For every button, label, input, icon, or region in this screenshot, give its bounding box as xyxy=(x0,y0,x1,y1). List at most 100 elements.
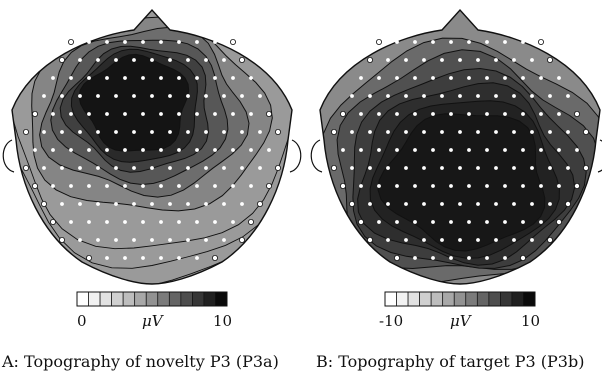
electrode-dot xyxy=(386,130,390,134)
electrode-dot xyxy=(211,254,218,261)
electrode-dot xyxy=(159,184,163,188)
electrode-dot xyxy=(404,238,408,242)
electrode-dot xyxy=(485,184,489,188)
electrode-dot xyxy=(86,254,93,261)
electrode-dot xyxy=(22,164,29,171)
electrode-dot xyxy=(413,112,417,116)
electrode-dot xyxy=(141,148,145,152)
electrode-dot xyxy=(141,220,145,224)
panel-b-scale-unit-label: μV xyxy=(450,312,473,330)
electrode-dot xyxy=(141,184,145,188)
electrode-dot xyxy=(249,76,253,80)
electrode-dot xyxy=(565,200,572,207)
electrode-dot xyxy=(413,220,417,224)
electrode-dot xyxy=(222,166,226,170)
electrode-dot xyxy=(395,148,399,152)
electrode-dot xyxy=(377,148,381,152)
electrode-dot xyxy=(359,148,363,152)
electrode-dot xyxy=(375,39,382,46)
electrode-dot xyxy=(476,130,480,134)
electrode-dot xyxy=(449,184,453,188)
electrode-dot xyxy=(494,202,498,206)
electrode-dot xyxy=(449,220,453,224)
panel-b-caption: B: Topography of target P3 (P3b) xyxy=(316,352,585,371)
electrode-dot xyxy=(431,76,435,80)
electrode-dot xyxy=(195,40,199,44)
electrode-dot xyxy=(114,58,118,62)
electrode-dot xyxy=(195,76,199,80)
electrode-dot xyxy=(494,94,498,98)
electrode-dot xyxy=(213,40,217,44)
panel-b-colorbar xyxy=(384,291,536,307)
electrode-dot xyxy=(141,256,145,260)
electrode-dot xyxy=(105,256,109,260)
electrode-dot xyxy=(32,111,39,118)
electrode-dot xyxy=(440,238,444,242)
electrode-dot xyxy=(404,166,408,170)
electrode-dot xyxy=(467,256,471,260)
electrode-dot xyxy=(520,254,527,261)
electrode-dot xyxy=(377,184,381,188)
electrode-dot xyxy=(574,111,581,118)
electrode-dot xyxy=(485,76,489,80)
electrode-dot xyxy=(249,112,253,116)
electrode-dot xyxy=(159,148,163,152)
electrode-dot xyxy=(222,238,226,242)
electrode-dot xyxy=(132,130,136,134)
electrode-dot xyxy=(503,256,507,260)
electrode-dot xyxy=(494,130,498,134)
electrode-dot xyxy=(422,166,426,170)
electrode-dot xyxy=(78,202,82,206)
electrode-dot xyxy=(105,40,109,44)
electrode-dot xyxy=(51,76,55,80)
electrode-dot xyxy=(521,184,525,188)
electrode-dot xyxy=(539,112,543,116)
electrode-dot xyxy=(512,58,516,62)
electrode-dot xyxy=(240,202,244,206)
electrode-dot xyxy=(51,148,55,152)
electrode-dot xyxy=(231,184,235,188)
electrode-dot xyxy=(258,94,262,98)
panel-a-contour-fills xyxy=(12,10,292,284)
electrode-dot xyxy=(386,166,390,170)
electrode-dot xyxy=(168,238,172,242)
electrode-dot xyxy=(422,238,426,242)
electrode-dot xyxy=(177,148,181,152)
electrode-dot xyxy=(150,58,154,62)
electrode-dot xyxy=(547,236,554,243)
electrode-dot xyxy=(386,58,390,62)
electrode-dot xyxy=(368,94,372,98)
electrode-dot xyxy=(395,220,399,224)
electrode-dot xyxy=(159,40,163,44)
electrode-dot xyxy=(368,202,372,206)
electrode-dot xyxy=(512,238,516,242)
electrode-dot xyxy=(357,218,364,225)
electrode-dot xyxy=(494,58,498,62)
electrode-dot xyxy=(222,94,226,98)
electrode-dot xyxy=(503,76,507,80)
electrode-dot xyxy=(467,76,471,80)
electrode-dot xyxy=(548,130,552,134)
electrode-dot xyxy=(105,220,109,224)
electrode-dot xyxy=(229,39,236,46)
electrode-dot xyxy=(348,200,355,207)
electrode-dot xyxy=(503,40,507,44)
electrode-dot xyxy=(195,220,199,224)
electrode-dot xyxy=(69,220,73,224)
electrode-dot xyxy=(186,202,190,206)
electrode-dot xyxy=(132,166,136,170)
electrode-dot xyxy=(231,220,235,224)
electrode-dot xyxy=(69,184,73,188)
electrode-dot xyxy=(458,94,462,98)
electrode-dot xyxy=(556,218,563,225)
electrode-dot xyxy=(404,202,408,206)
electrode-dot xyxy=(150,238,154,242)
electrode-dot xyxy=(512,130,516,134)
electrode-dot xyxy=(123,112,127,116)
electrode-dot xyxy=(539,184,543,188)
electrode-dot xyxy=(339,182,346,189)
electrode-dot xyxy=(386,94,390,98)
electrode-dot xyxy=(195,112,199,116)
electrode-dot xyxy=(512,94,516,98)
